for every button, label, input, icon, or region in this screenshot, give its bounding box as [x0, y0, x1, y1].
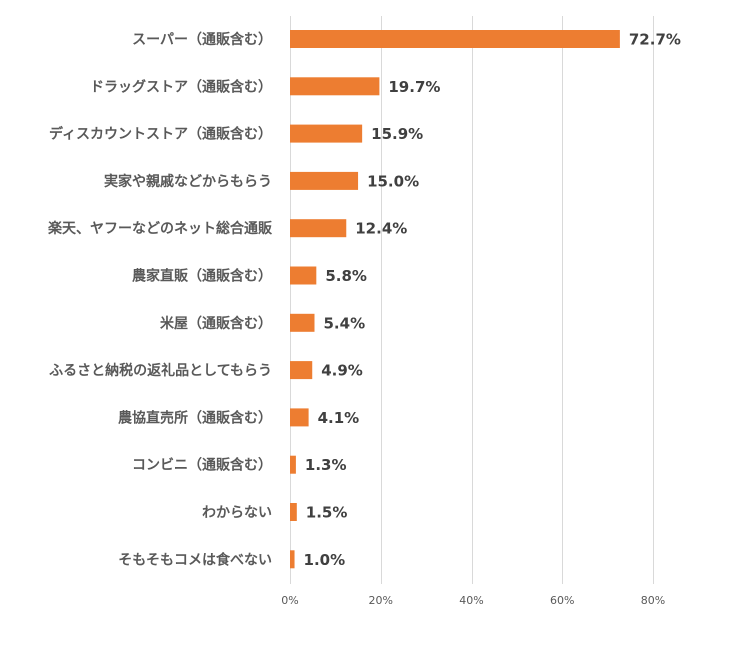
data-label: 1.3% — [305, 456, 347, 474]
bar — [290, 171, 359, 190]
category-label: 実家や親戚などからもらう — [104, 173, 272, 190]
x-tick-label: 60% — [550, 594, 574, 607]
bar — [290, 266, 317, 285]
data-label: 5.4% — [324, 314, 366, 332]
bar — [290, 124, 363, 143]
data-label: 19.7% — [388, 78, 440, 96]
bar — [290, 313, 315, 332]
data-label: 4.9% — [321, 362, 363, 380]
data-label: 15.9% — [371, 125, 423, 143]
bar — [290, 30, 620, 48]
bar — [290, 455, 296, 474]
data-label: 1.0% — [304, 551, 346, 569]
category-labels: スーパー（通販含む） ドラッグストア（通販含む） ディスカウントストア（通販含む） 実… — [47, 31, 273, 568]
category-label: ふるさと納税の返礼品としてもらう — [49, 362, 272, 379]
category-label: 米屋（通販含む） — [160, 315, 272, 332]
category-label: そもそもコメは食べない — [118, 551, 272, 568]
gridlines — [290, 16, 654, 584]
bar — [290, 408, 309, 427]
data-label: 72.7% — [629, 31, 681, 49]
bars — [290, 30, 620, 569]
x-axis-tick-labels: 0% 20% 40% 60% 80% — [281, 594, 665, 607]
category-label: 農協直売所（通販含む） — [118, 409, 272, 426]
category-label: ディスカウントストア（通販含む） — [49, 126, 272, 143]
data-label: 15.0% — [367, 172, 419, 190]
category-label: コンビニ（通販含む） — [132, 457, 272, 474]
x-tick-label: 20% — [369, 594, 393, 607]
x-tick-label: 80% — [641, 594, 665, 607]
data-label: 1.5% — [306, 504, 348, 522]
category-label: スーパー（通販含む） — [132, 31, 272, 48]
x-tick-label: 0% — [281, 594, 298, 607]
bar — [290, 361, 313, 380]
bar — [290, 77, 380, 96]
bar — [290, 503, 297, 521]
category-label: わからない — [202, 505, 272, 521]
category-label: ドラッグストア（通販含む） — [90, 78, 272, 95]
category-label: 農家直販（通販含む） — [132, 268, 272, 285]
data-label: 4.1% — [318, 409, 360, 427]
data-label: 12.4% — [355, 220, 407, 238]
bar — [290, 219, 347, 238]
data-label: 5.8% — [325, 267, 367, 285]
x-tick-label: 40% — [459, 594, 483, 607]
category-label: 楽天、ヤフーなどのネット総合通販 — [47, 220, 273, 237]
bar — [290, 550, 295, 569]
data-labels: 72.7% 19.7% 15.9% 15.0% 12.4% 5.8% 5.4% 4.9% 4.1… — [304, 31, 681, 569]
